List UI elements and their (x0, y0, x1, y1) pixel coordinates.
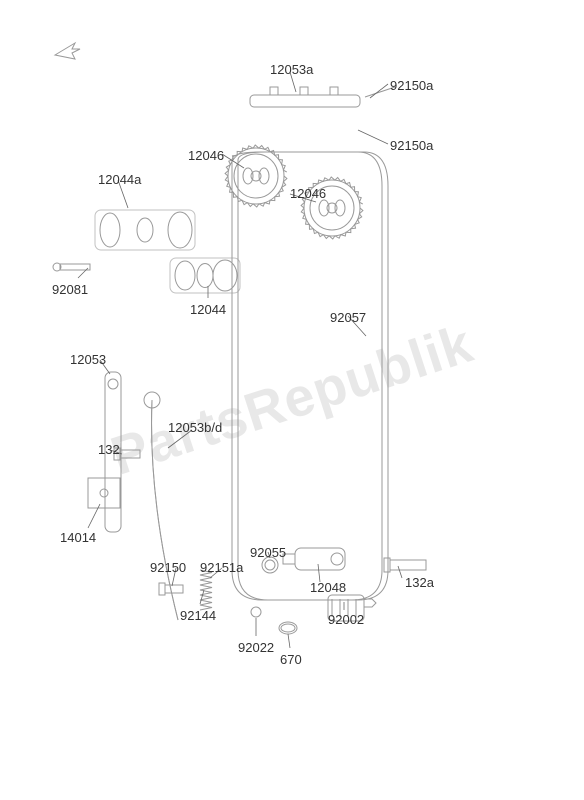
part-label-l21: 92022 (238, 640, 274, 655)
part-label-l3: 92150a (390, 138, 433, 153)
part-label-l18: 12048 (310, 580, 346, 595)
part-label-l8: 12044 (190, 302, 226, 317)
part-label-l14: 92150 (150, 560, 186, 575)
part-label-l1: 12053a (270, 62, 313, 77)
part-label-l9: 92057 (330, 310, 366, 325)
part-label-l13: 14014 (60, 530, 96, 545)
diagram-svg (0, 0, 584, 800)
part-label-l17: 92144 (180, 608, 216, 623)
part-label-l6: 12044a (98, 172, 141, 187)
part-label-l7: 92081 (52, 282, 88, 297)
part-label-l19: 132a (405, 575, 434, 590)
part-label-l11: 12053b/d (168, 420, 222, 435)
part-label-l16: 92055 (250, 545, 286, 560)
part-label-l22: 670 (280, 652, 302, 667)
part-label-l5: 12046 (290, 186, 326, 201)
part-label-l10: 12053 (70, 352, 106, 367)
part-label-l4: 12046 (188, 148, 224, 163)
part-label-l15: 92151a (200, 560, 243, 575)
part-label-l2: 92150a (390, 78, 433, 93)
part-label-l12: 132 (98, 442, 120, 457)
part-label-l20: 92002 (328, 612, 364, 627)
